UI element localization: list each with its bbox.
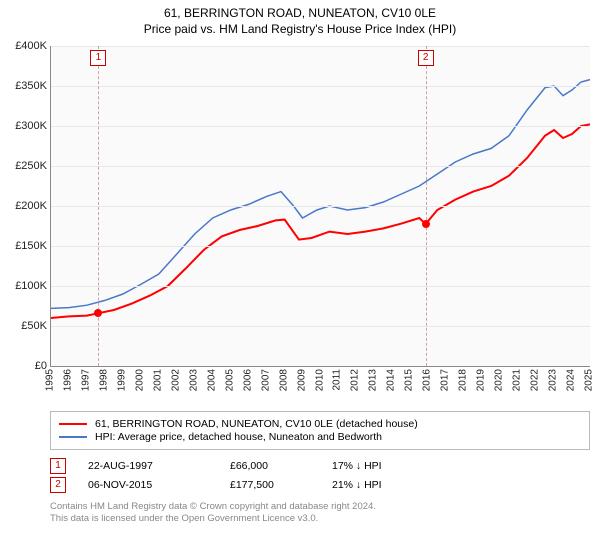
y-tick-label: £150K: [15, 240, 51, 252]
x-tick-label: 2020: [494, 369, 505, 391]
x-tick-label: 2002: [170, 369, 181, 391]
x-tick-label: 2003: [188, 369, 199, 391]
x-axis-labels: 1995199619971998199920002001200220032004…: [50, 367, 590, 403]
legend-item: HPI: Average price, detached house, Nune…: [59, 431, 581, 443]
legend-item: 61, BERRINGTON ROAD, NUNEATON, CV10 0LE …: [59, 418, 581, 430]
sale-number-box: 1: [50, 458, 66, 474]
chart-container: 61, BERRINGTON ROAD, NUNEATON, CV10 0LE …: [0, 6, 600, 526]
y-tick-label: £300K: [15, 120, 51, 132]
x-tick-label: 2008: [278, 369, 289, 391]
y-tick-label: £200K: [15, 200, 51, 212]
x-tick-label: 2014: [386, 369, 397, 391]
sales-table: 1 22-AUG-1997 £66,000 17% ↓ HPI 2 06-NOV…: [50, 458, 590, 493]
x-tick-label: 2000: [134, 369, 145, 391]
plot-area: £0£50K£100K£150K£200K£250K£300K£350K£400…: [50, 46, 590, 367]
x-tick-label: 2016: [422, 369, 433, 391]
sale-date: 22-AUG-1997: [88, 460, 208, 472]
footer-line: This data is licensed under the Open Gov…: [50, 513, 590, 525]
legend-label: HPI: Average price, detached house, Nune…: [95, 431, 382, 443]
x-tick-label: 2004: [206, 369, 217, 391]
footer: Contains HM Land Registry data © Crown c…: [50, 501, 590, 526]
chart-title: 61, BERRINGTON ROAD, NUNEATON, CV10 0LE: [0, 6, 600, 20]
sale-marker-box: 2: [418, 50, 434, 66]
x-tick-label: 2015: [404, 369, 415, 391]
sale-price: £66,000: [230, 460, 310, 472]
x-tick-label: 2018: [458, 369, 469, 391]
sales-row: 1 22-AUG-1997 £66,000 17% ↓ HPI: [50, 458, 590, 474]
sale-diff: 21% ↓ HPI: [332, 479, 422, 491]
y-tick-label: £350K: [15, 80, 51, 92]
x-tick-label: 2001: [152, 369, 163, 391]
x-tick-label: 2024: [566, 369, 577, 391]
sale-diff: 17% ↓ HPI: [332, 460, 422, 472]
x-tick-label: 2009: [296, 369, 307, 391]
x-tick-label: 2022: [530, 369, 541, 391]
chart-subtitle: Price paid vs. HM Land Registry's House …: [0, 22, 600, 36]
x-tick-label: 2006: [242, 369, 253, 391]
sale-number-box: 2: [50, 477, 66, 493]
x-tick-label: 2019: [476, 369, 487, 391]
sale-marker-box: 1: [90, 50, 106, 66]
sale-price: £177,500: [230, 479, 310, 491]
x-tick-label: 2010: [314, 369, 325, 391]
x-tick-label: 2025: [584, 369, 595, 391]
x-tick-label: 1998: [98, 369, 109, 391]
x-tick-label: 2013: [368, 369, 379, 391]
x-tick-label: 1996: [62, 369, 73, 391]
series-hpi: [51, 80, 590, 309]
y-tick-label: £50K: [21, 320, 51, 332]
x-tick-label: 2023: [548, 369, 559, 391]
y-tick-label: £100K: [15, 280, 51, 292]
sale-point-marker: [422, 220, 430, 228]
x-tick-label: 2007: [260, 369, 271, 391]
sales-row: 2 06-NOV-2015 £177,500 21% ↓ HPI: [50, 477, 590, 493]
x-tick-label: 1999: [116, 369, 127, 391]
sale-vline: [426, 46, 427, 366]
legend-swatch: [59, 436, 87, 438]
legend-swatch: [59, 423, 87, 425]
footer-line: Contains HM Land Registry data © Crown c…: [50, 501, 590, 513]
x-tick-label: 2011: [332, 369, 343, 391]
x-tick-label: 2021: [512, 369, 523, 391]
y-tick-label: £250K: [15, 160, 51, 172]
sale-point-marker: [94, 309, 102, 317]
y-tick-label: £400K: [15, 40, 51, 52]
sale-vline: [98, 46, 99, 366]
legend-label: 61, BERRINGTON ROAD, NUNEATON, CV10 0LE …: [95, 418, 418, 430]
x-tick-label: 2005: [224, 369, 235, 391]
sale-date: 06-NOV-2015: [88, 479, 208, 491]
x-tick-label: 2017: [440, 369, 451, 391]
x-tick-label: 1997: [80, 369, 91, 391]
legend: 61, BERRINGTON ROAD, NUNEATON, CV10 0LE …: [50, 411, 590, 450]
x-tick-label: 1995: [45, 369, 56, 391]
x-tick-label: 2012: [350, 369, 361, 391]
